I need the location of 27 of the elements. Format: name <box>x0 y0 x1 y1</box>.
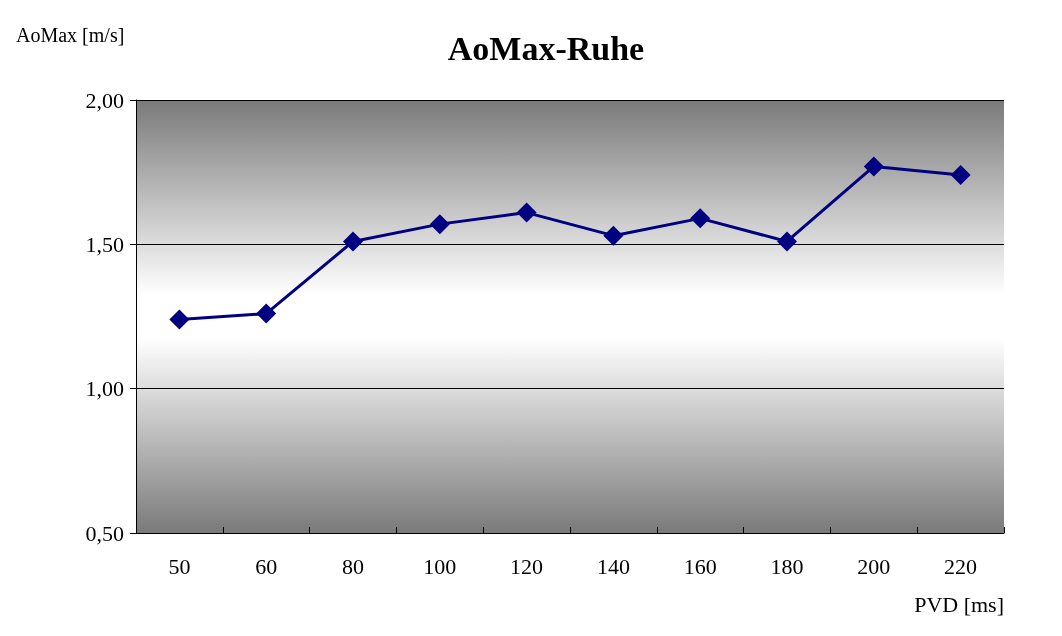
y-tick-label: 1,50 <box>85 231 124 257</box>
point <box>169 309 190 330</box>
y-axis-title: AoMax [m/s] <box>16 24 125 46</box>
point <box>777 231 797 252</box>
point <box>343 231 363 252</box>
point <box>690 208 711 229</box>
point <box>603 225 624 246</box>
point <box>950 165 971 186</box>
point <box>863 156 884 177</box>
x-tick-label: 180 <box>770 553 804 579</box>
x-tick-label: 220 <box>944 553 978 579</box>
x-tick-label: 50 <box>168 553 191 579</box>
x-tick-label: 200 <box>857 553 891 579</box>
x-tick-label: 160 <box>683 553 717 579</box>
point <box>516 202 537 223</box>
y-tick-label: 1,00 <box>85 376 124 402</box>
x-tick-label: 140 <box>596 553 630 579</box>
x-tick-label: 60 <box>255 553 278 579</box>
point <box>256 303 277 324</box>
y-tick-label: 2,00 <box>85 87 124 113</box>
x-tick-label: 120 <box>510 553 544 579</box>
x-tick-label: 100 <box>423 553 457 579</box>
x-axis-title: PVD [ms] <box>914 591 1004 617</box>
y-tick-label: 0,50 <box>85 520 124 546</box>
point <box>429 214 450 235</box>
x-tick-label: 80 <box>342 553 364 579</box>
chart-title: AoMax-Ruhe <box>447 29 645 67</box>
